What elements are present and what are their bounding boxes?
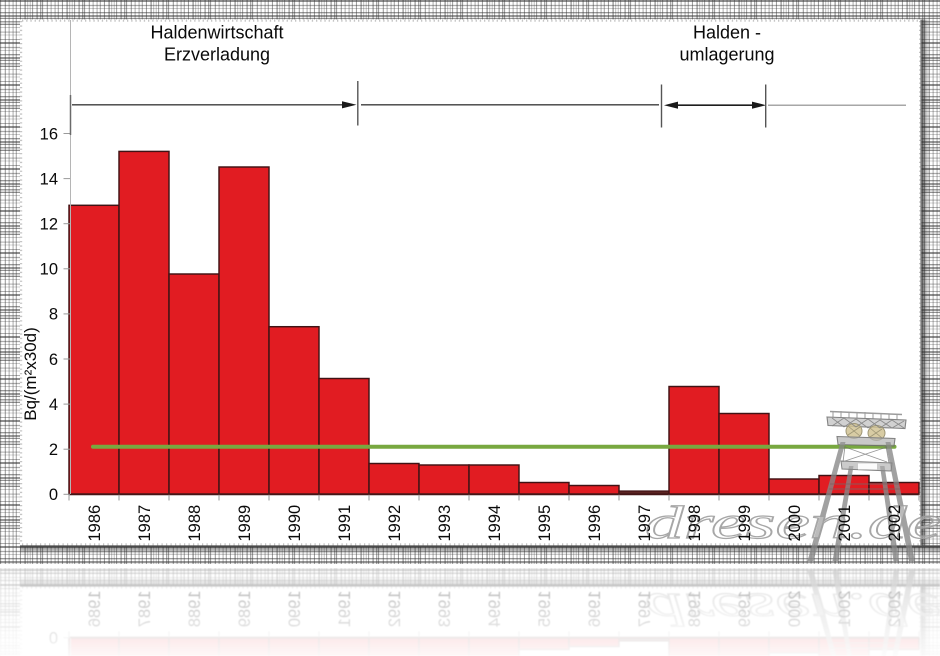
svg-text:2000: 2000 [786,591,804,628]
svg-text:2001: 2001 [836,591,854,628]
svg-text:1989: 1989 [236,591,254,628]
svg-text:1988: 1988 [186,505,204,542]
svg-text:1995: 1995 [536,591,554,628]
svg-text:umlagerung: umlagerung [679,45,774,65]
svg-text:0: 0 [49,628,58,646]
svg-text:1998: 1998 [686,505,704,542]
svg-text:12: 12 [40,216,58,234]
svg-text:1997: 1997 [636,591,654,628]
svg-text:dresen.de: dresen.de [645,583,940,635]
svg-text:1986: 1986 [86,505,104,542]
svg-text:16: 16 [40,125,58,143]
svg-text:1994: 1994 [486,505,504,542]
svg-text:1992: 1992 [386,591,404,628]
svg-text:1998: 1998 [686,591,704,628]
svg-text:1999: 1999 [736,505,754,542]
svg-text:1988: 1988 [186,591,204,628]
svg-text:1994: 1994 [486,591,504,628]
svg-text:1986: 1986 [86,591,104,628]
svg-text:4: 4 [49,396,58,414]
svg-text:2000: 2000 [786,505,804,542]
svg-text:1996: 1996 [586,505,604,542]
svg-text:0: 0 [49,486,58,504]
svg-text:1991: 1991 [336,505,354,542]
svg-text:1992: 1992 [386,505,404,542]
svg-text:1987: 1987 [136,591,154,628]
svg-text:Haldenwirtschaft: Haldenwirtschaft [150,23,283,43]
svg-text:Halden -: Halden - [693,23,761,43]
svg-text:Bq/(m²x30d): Bq/(m²x30d) [21,327,40,421]
svg-text:Erzverladung: Erzverladung [164,45,270,65]
svg-text:6: 6 [49,351,58,369]
svg-text:1997: 1997 [636,505,654,542]
svg-text:1987: 1987 [136,505,154,542]
svg-text:14: 14 [40,170,58,188]
svg-text:1989: 1989 [236,505,254,542]
svg-text:1990: 1990 [286,505,304,542]
svg-text:1991: 1991 [336,591,354,628]
svg-text:2002: 2002 [886,505,904,542]
svg-text:2: 2 [49,441,58,459]
svg-text:1993: 1993 [436,591,454,628]
svg-text:dresen.de: dresen.de [645,497,940,549]
svg-text:1995: 1995 [536,505,554,542]
svg-text:8: 8 [49,306,58,324]
svg-text:1990: 1990 [286,591,304,628]
svg-text:10: 10 [40,261,58,279]
svg-text:1999: 1999 [736,591,754,628]
svg-text:2001: 2001 [836,505,854,542]
svg-text:1993: 1993 [436,505,454,542]
svg-text:1996: 1996 [586,591,604,628]
svg-text:2002: 2002 [886,591,904,628]
